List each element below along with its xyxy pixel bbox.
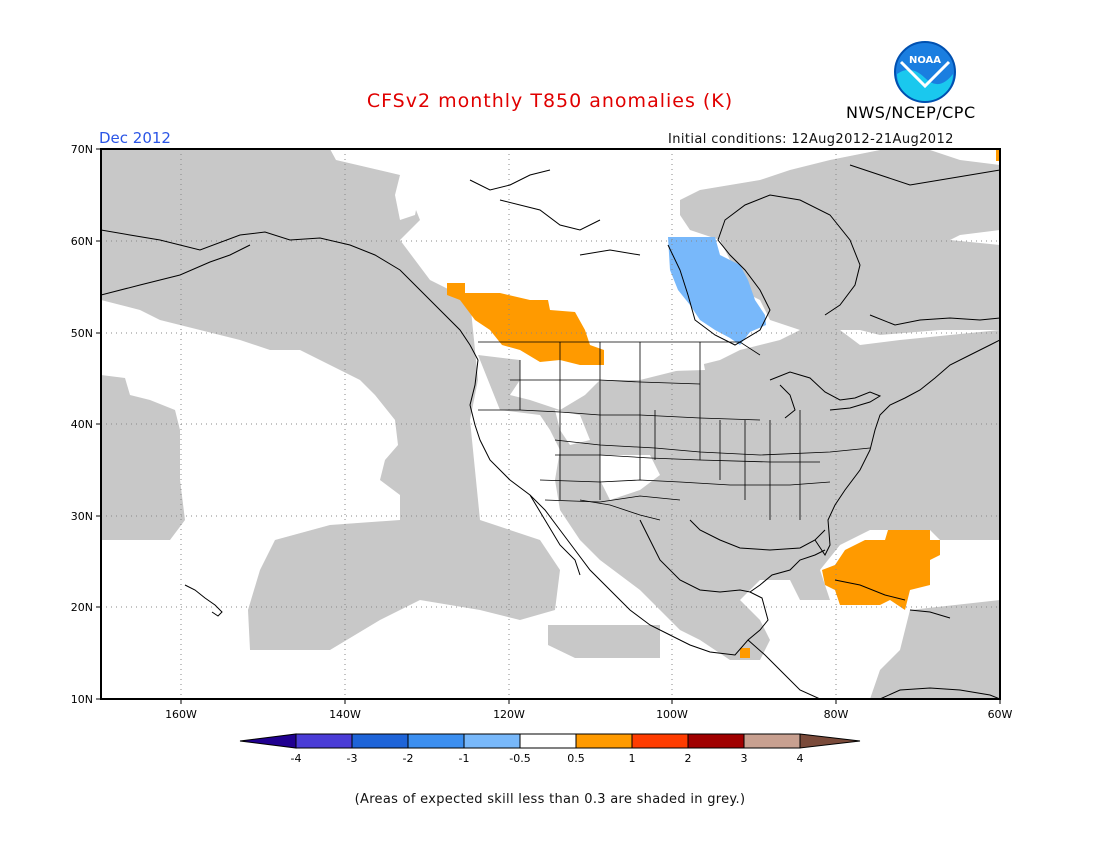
lon-label-80w: 80W <box>824 708 849 721</box>
colorbar-bin <box>519 733 577 749</box>
colorbar-bin <box>575 733 633 749</box>
colorbar-label: 3 <box>741 752 748 765</box>
colorbar-label: 0.5 <box>567 752 585 765</box>
colorbar-label: -0.5 <box>509 752 530 765</box>
lon-label-160w: 160W <box>165 708 197 721</box>
colorbar-label: -2 <box>403 752 414 765</box>
colorbar <box>239 733 861 749</box>
lon-label-120w: 120W <box>493 708 525 721</box>
colorbar-label: -4 <box>291 752 302 765</box>
lon-label-140w: 140W <box>329 708 361 721</box>
colorbar-bin <box>687 733 745 749</box>
colorbar-arrow-low <box>239 733 297 749</box>
colorbar-arrow-high <box>799 733 861 749</box>
skill-footnote: (Areas of expected skill less than 0.3 a… <box>354 792 746 807</box>
map-title: CFSv2 monthly T850 anomalies (K) <box>366 90 734 112</box>
colorbar-bin <box>743 733 801 749</box>
warm-anomaly-pacific-nw <box>447 283 604 365</box>
lat-label-70n: 70N <box>71 143 93 156</box>
colorbar-bin <box>463 733 521 749</box>
colorbar-bin <box>351 733 409 749</box>
colorbar-label: 2 <box>685 752 692 765</box>
forecast-month: Dec 2012 <box>99 129 171 147</box>
anomaly-map: 70N 60N 50N 40N 30N 20N 10N 160W 140W 12… <box>71 143 1013 765</box>
colorbar-bin <box>631 733 689 749</box>
initial-conditions: Initial conditions: 12Aug2012-21Aug2012 <box>668 132 954 147</box>
lat-label-30n: 30N <box>71 510 93 523</box>
colorbar-label: -1 <box>459 752 470 765</box>
colorbar-label: 1 <box>629 752 636 765</box>
coastlines <box>101 164 1000 699</box>
gridlines <box>101 149 1000 699</box>
low-skill-shading <box>101 149 1000 699</box>
colorbar-bin <box>295 733 353 749</box>
lat-label-50n: 50N <box>71 327 93 340</box>
lat-label-60n: 60N <box>71 235 93 248</box>
colorbar-label: 4 <box>797 752 804 765</box>
cool-anomaly-hudson-bay <box>668 237 766 345</box>
lon-label-60w: 60W <box>988 708 1013 721</box>
lat-label-10n: 10N <box>71 693 93 706</box>
warm-anomaly-central-america <box>740 648 750 658</box>
agency-label: NWS/NCEP/CPC <box>846 103 976 122</box>
lat-label-20n: 20N <box>71 601 93 614</box>
logo-text: NOAA <box>909 55 941 66</box>
colorbar-label: -3 <box>347 752 358 765</box>
lat-label-40n: 40N <box>71 418 93 431</box>
lon-label-100w: 100W <box>656 708 688 721</box>
political-borders <box>478 341 871 521</box>
warm-anomaly-caribbean <box>822 530 940 610</box>
noaa-logo-icon: NOAA <box>894 41 956 103</box>
colorbar-bin <box>407 733 465 749</box>
